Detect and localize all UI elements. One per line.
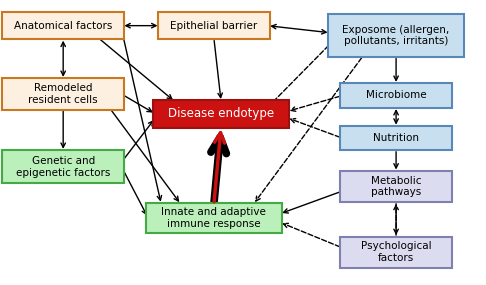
FancyBboxPatch shape: [2, 78, 124, 110]
FancyBboxPatch shape: [153, 101, 289, 128]
Text: Anatomical factors: Anatomical factors: [14, 21, 112, 31]
Text: Genetic and
epigenetic factors: Genetic and epigenetic factors: [16, 156, 110, 178]
FancyBboxPatch shape: [340, 171, 452, 202]
Text: Exposome (allergen,
pollutants, irritants): Exposome (allergen, pollutants, irritant…: [343, 25, 450, 46]
FancyBboxPatch shape: [158, 12, 270, 39]
FancyBboxPatch shape: [340, 237, 452, 268]
FancyBboxPatch shape: [328, 14, 464, 57]
Text: Microbiome: Microbiome: [366, 90, 426, 101]
FancyBboxPatch shape: [340, 126, 452, 150]
Text: Innate and adaptive
immune response: Innate and adaptive immune response: [161, 207, 266, 229]
FancyBboxPatch shape: [340, 83, 452, 107]
Text: Nutrition: Nutrition: [373, 133, 419, 143]
Text: Metabolic
pathways: Metabolic pathways: [371, 176, 421, 198]
Text: Remodeled
resident cells: Remodeled resident cells: [28, 83, 98, 105]
FancyBboxPatch shape: [146, 203, 282, 233]
Text: Epithelial barrier: Epithelial barrier: [170, 21, 258, 31]
Text: Psychological
factors: Psychological factors: [361, 241, 432, 263]
FancyBboxPatch shape: [2, 12, 124, 39]
Text: Disease endotype: Disease endotype: [168, 107, 274, 121]
FancyBboxPatch shape: [2, 150, 124, 183]
